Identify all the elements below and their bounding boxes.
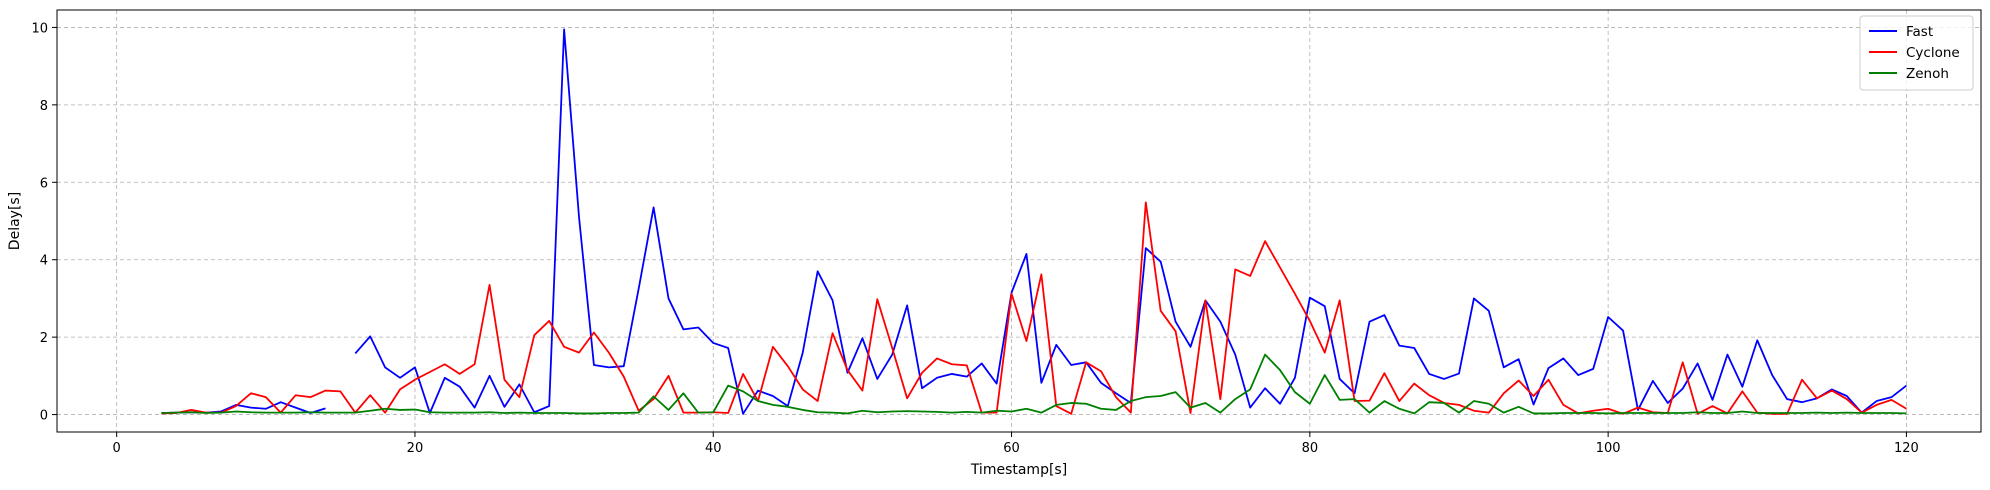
grid — [57, 10, 1981, 432]
series-line-zenoh — [161, 353, 1907, 415]
legend: Fast Cyclone Zenoh — [1859, 15, 1974, 91]
plot-frame — [56, 9, 1982, 433]
y-axis-label: Delay[s] — [7, 192, 23, 250]
y-tick-label: 10 — [31, 21, 48, 36]
y-tick-label: 4 — [40, 254, 48, 269]
legend-label: Fast — [1906, 24, 1933, 40]
legend-label: Cyclone — [1906, 45, 1960, 61]
legend-box — [1859, 15, 1974, 91]
x-tick-label: 20 — [407, 441, 424, 456]
x-tick-label: 120 — [1894, 441, 1919, 456]
series-line-fast — [161, 28, 1907, 415]
y-tick-label: 0 — [40, 409, 48, 424]
legend-label: Zenoh — [1906, 66, 1949, 82]
y-tick-label: 2 — [40, 331, 48, 346]
series-line-cyclone — [161, 201, 1907, 415]
x-tick-label: 100 — [1596, 441, 1621, 456]
x-tick-label: 80 — [1302, 441, 1319, 456]
x-tick-label: 0 — [113, 441, 121, 456]
x-axis-label: Timestamp[s] — [970, 462, 1067, 478]
x-tick-label: 40 — [705, 441, 722, 456]
y-axis-ticks: 0 2 4 6 8 10 — [31, 21, 57, 424]
y-tick-label: 6 — [40, 176, 48, 191]
x-tick-label: 60 — [1003, 441, 1020, 456]
x-axis-ticks: 0 20 40 60 80 100 120 — [113, 432, 1919, 456]
y-tick-label: 8 — [40, 99, 48, 114]
series-lines — [161, 28, 1907, 415]
